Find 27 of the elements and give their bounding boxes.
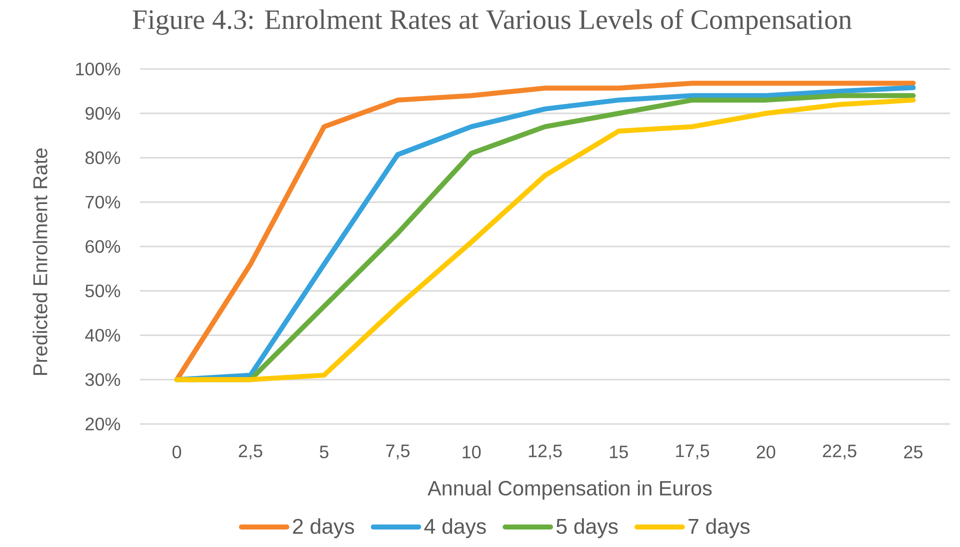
y-tick-label: 20% [86,418,120,430]
x-tick-label: 10 [462,446,481,458]
legend-label: 7 days [688,518,750,538]
y-tick-label: 80% [85,151,120,164]
x-axis-title: Annual Compensation in Euros [428,480,712,500]
x-tick-label: 20 [756,446,776,458]
y-tick-label: 70% [86,196,120,208]
y-tick-label: 60% [86,240,120,253]
legend-label: 4 days [424,518,486,538]
legend-label: 2 days [293,518,354,538]
y-tick-label: 100% [76,62,120,76]
y-axis-title: Predicted Enrolment Rate [32,148,48,375]
x-tick-label: 2,5 [238,444,262,460]
x-tick-label: 17,5 [676,444,710,460]
x-tick-label: 15 [610,446,628,458]
y-tick-label: 40% [85,328,120,342]
x-tick-label: 12,5 [528,444,562,460]
legend-label: 5 days [556,518,618,538]
x-tick-label: 0 [172,446,182,458]
x-tick-label: 7,5 [386,444,410,460]
y-tick-label: 50% [85,284,120,298]
x-tick-label: 25 [904,446,922,458]
y-tick-label: 30% [85,373,120,386]
y-tick-label: 90% [86,107,120,120]
x-tick-label: 22,5 [822,444,856,460]
chart-title: Figure 4.3: Enrolment Rates at Various Levels of Compensation [132,9,852,35]
x-tick-label: 5 [320,446,328,458]
